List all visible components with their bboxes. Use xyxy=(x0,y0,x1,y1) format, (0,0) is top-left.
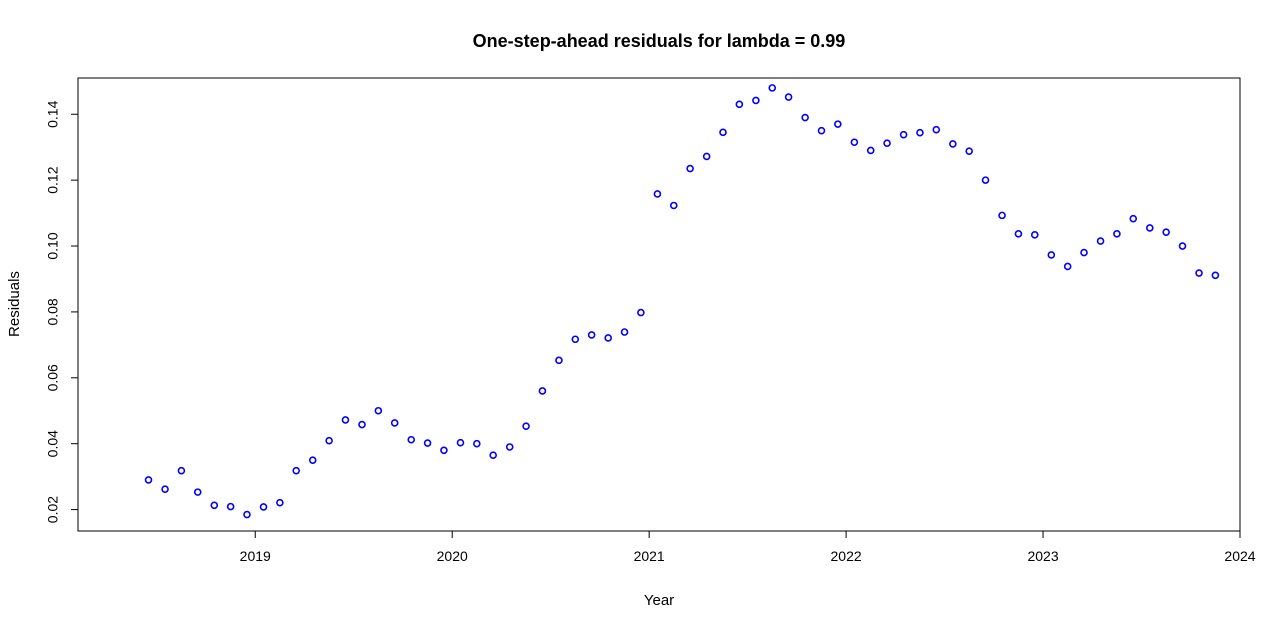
data-point xyxy=(784,93,793,101)
y-tick-label: 0.08 xyxy=(45,298,61,325)
data-point xyxy=(637,308,645,317)
data-point xyxy=(325,436,333,445)
data-point xyxy=(243,510,251,519)
data-point xyxy=(144,476,153,484)
data-point xyxy=(571,335,580,344)
data-point xyxy=(1113,230,1121,238)
data-point xyxy=(505,443,514,451)
data-point xyxy=(932,125,941,134)
data-point xyxy=(949,140,957,148)
data-point xyxy=(850,138,859,147)
data-point xyxy=(522,422,530,431)
data-point xyxy=(407,435,416,444)
x-axis-label: Year xyxy=(644,592,674,609)
y-tick-label: 0.02 xyxy=(45,496,61,523)
data-point xyxy=(1047,251,1056,259)
x-tick-label: 2020 xyxy=(437,548,468,564)
y-axis-label: Residuals xyxy=(6,271,23,337)
data-point xyxy=(358,420,366,429)
x-tick-label: 2024 xyxy=(1224,548,1255,564)
data-point xyxy=(604,334,612,342)
y-axis: 0.02 0.04 0.06 0.08 0.10 0.12 0.14 xyxy=(45,100,79,523)
data-point xyxy=(1063,262,1072,271)
data-point xyxy=(1096,237,1105,245)
data-point xyxy=(965,147,973,155)
data-points xyxy=(144,84,1220,519)
data-point xyxy=(193,488,202,496)
data-point xyxy=(866,146,875,155)
data-point xyxy=(1195,269,1203,277)
data-point xyxy=(899,130,908,139)
data-point xyxy=(292,466,301,475)
data-point xyxy=(210,501,219,510)
data-point xyxy=(161,485,169,493)
plot-frame xyxy=(77,77,1241,532)
x-tick-label: 2023 xyxy=(1027,548,1058,564)
data-point xyxy=(341,416,350,424)
x-tick-label: 2019 xyxy=(240,548,271,564)
data-point xyxy=(702,152,711,161)
data-point xyxy=(981,176,990,184)
data-point xyxy=(226,502,235,511)
data-point xyxy=(440,446,448,455)
data-point xyxy=(1014,230,1023,238)
data-point xyxy=(653,190,662,198)
data-point xyxy=(1129,214,1138,223)
data-point xyxy=(538,387,547,395)
data-point xyxy=(1162,228,1170,236)
y-tick-label: 0.10 xyxy=(45,232,61,259)
x-tick-label: 2022 xyxy=(831,548,862,564)
y-tick-label: 0.06 xyxy=(45,364,61,391)
data-point xyxy=(916,128,924,137)
data-point xyxy=(669,201,678,210)
x-tick-label: 2021 xyxy=(634,548,665,564)
data-point xyxy=(473,439,481,448)
data-point xyxy=(456,438,465,447)
data-point xyxy=(1178,242,1187,250)
data-point xyxy=(834,120,842,128)
data-point xyxy=(177,466,186,475)
data-point xyxy=(883,139,891,148)
data-point xyxy=(259,503,268,511)
y-tick-label: 0.04 xyxy=(45,430,61,457)
data-point xyxy=(423,439,432,447)
data-point xyxy=(620,328,629,336)
data-point xyxy=(998,211,1006,220)
data-point xyxy=(768,84,777,92)
data-point xyxy=(1211,271,1220,280)
data-point xyxy=(686,164,694,173)
data-point xyxy=(735,100,744,109)
data-point xyxy=(752,96,760,105)
x-axis: 2019 2020 2021 2022 2023 2024 xyxy=(240,530,1256,564)
data-point xyxy=(308,456,317,464)
y-tick-label: 0.12 xyxy=(45,166,61,193)
y-tick-label: 0.14 xyxy=(45,100,61,127)
data-point xyxy=(489,451,497,460)
data-point xyxy=(276,498,284,507)
data-point xyxy=(587,331,596,339)
chart-title: One-step-ahead residuals for lambda = 0.… xyxy=(473,31,846,51)
data-point xyxy=(1030,231,1039,239)
data-point xyxy=(374,406,383,415)
data-point xyxy=(817,126,826,135)
data-point xyxy=(390,419,399,427)
data-point xyxy=(801,113,809,122)
data-point xyxy=(1080,248,1088,257)
data-point xyxy=(719,128,727,137)
data-point xyxy=(555,356,563,365)
data-point xyxy=(1145,224,1154,232)
